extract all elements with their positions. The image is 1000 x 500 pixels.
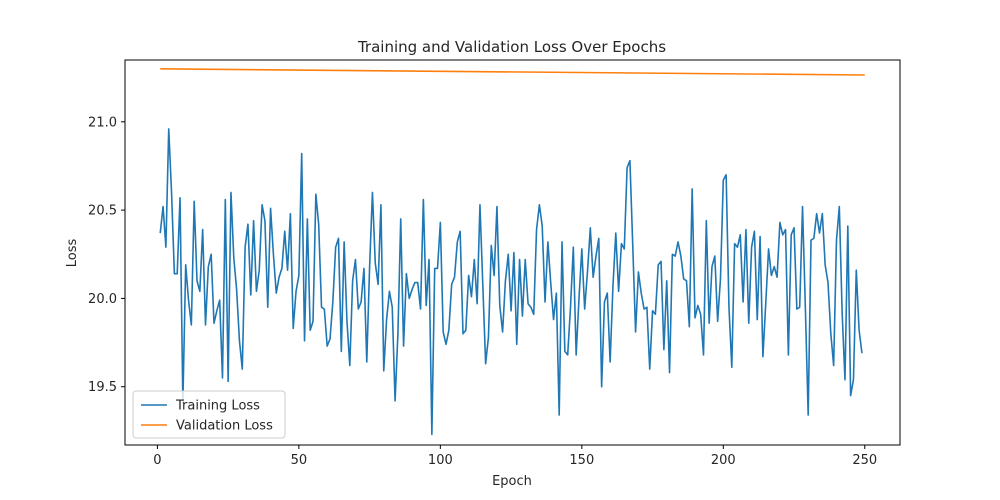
axes-frame [124, 59, 901, 446]
y-tick-label: 20.5 [88, 204, 117, 219]
x-tick-label: 50 [291, 453, 308, 468]
x-tick-label: 100 [428, 453, 453, 468]
x-tick-label: 150 [569, 453, 594, 468]
axis-ticks: 0 50 100 150 200 250 19.5 20.0 20.5 21.0 [88, 115, 877, 468]
plot-area [159, 68, 865, 436]
x-tick-label: 250 [852, 453, 877, 468]
legend-entry: Validation Loss [176, 419, 273, 434]
series-line-validation-loss [160, 68, 865, 76]
chart-title: Training and Validation Loss Over Epochs [357, 38, 666, 56]
legend: Training Loss Validation Loss [132, 390, 286, 439]
x-tick-label: 0 [153, 453, 161, 468]
series-line-training-loss [159, 128, 863, 436]
x-tick-label: 200 [711, 453, 736, 468]
legend-box [132, 390, 286, 439]
y-tick-label: 21.0 [88, 115, 117, 130]
y-axis-label: Loss [65, 239, 80, 268]
legend-entry: Training Loss [175, 399, 260, 414]
y-tick-label: 19.5 [88, 380, 117, 395]
y-tick-label: 20.0 [88, 292, 117, 307]
x-axis-label: Epoch [492, 474, 532, 489]
